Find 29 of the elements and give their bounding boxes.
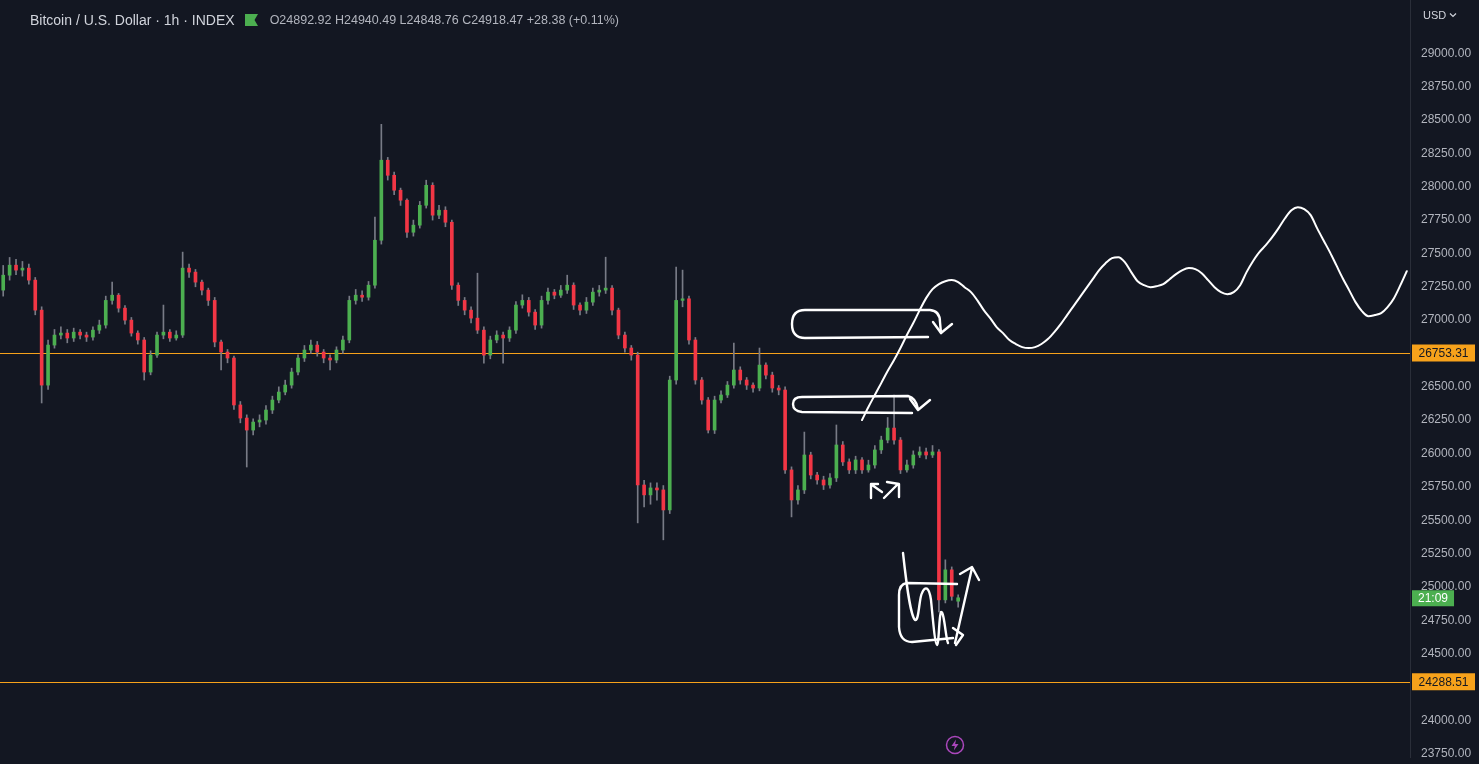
- y-tick-label: 24750.00: [1421, 612, 1472, 627]
- y-tick-label: 25250.00: [1421, 545, 1472, 560]
- text: Bitcoin / U.S. Dollar · 1h · INDEX: [30, 12, 235, 28]
- line-series: [861, 206, 1408, 422]
- y-tick-label: 24000.00: [1421, 712, 1472, 727]
- y-tick-label: 27000.00: [1421, 312, 1472, 327]
- y-tick-label: 27250.00: [1421, 279, 1472, 294]
- y-tick-label: 29000.00: [1421, 45, 1472, 60]
- y-tick-label: 26250.00: [1421, 412, 1472, 427]
- y-tick-label: 25750.00: [1421, 479, 1472, 494]
- y-axis-title: USD: [1423, 9, 1447, 21]
- y-tick-label: 26500.00: [1421, 379, 1472, 394]
- candlestick: [565, 274, 570, 294]
- y-tick-label: 27500.00: [1421, 245, 1472, 260]
- text: O24892.92 H24940.49 L24848.76 C24918.47 +28.38 (+0.11%): [269, 13, 619, 27]
- ref-line-label: 24288.51: [1418, 674, 1469, 689]
- y-tick-label: 24500.00: [1421, 645, 1472, 660]
- y-tick-label: 27750.00: [1421, 212, 1472, 227]
- ref-line-label: 26753.31: [1418, 345, 1469, 360]
- y-tick-label: 28000.00: [1421, 179, 1472, 194]
- y-tick-label: 28750.00: [1421, 79, 1472, 94]
- candlestick: [244, 414, 249, 468]
- y-tick-label: 28500.00: [1421, 112, 1472, 127]
- y-tick-label: 26000.00: [1421, 445, 1472, 460]
- y-tick-label: 28250.00: [1421, 145, 1472, 160]
- y-tick-label: 23750.00: [1421, 745, 1472, 760]
- y-tick-label: 25500.00: [1421, 512, 1472, 527]
- candlestick: [501, 331, 505, 364]
- candlestick: [360, 290, 364, 302]
